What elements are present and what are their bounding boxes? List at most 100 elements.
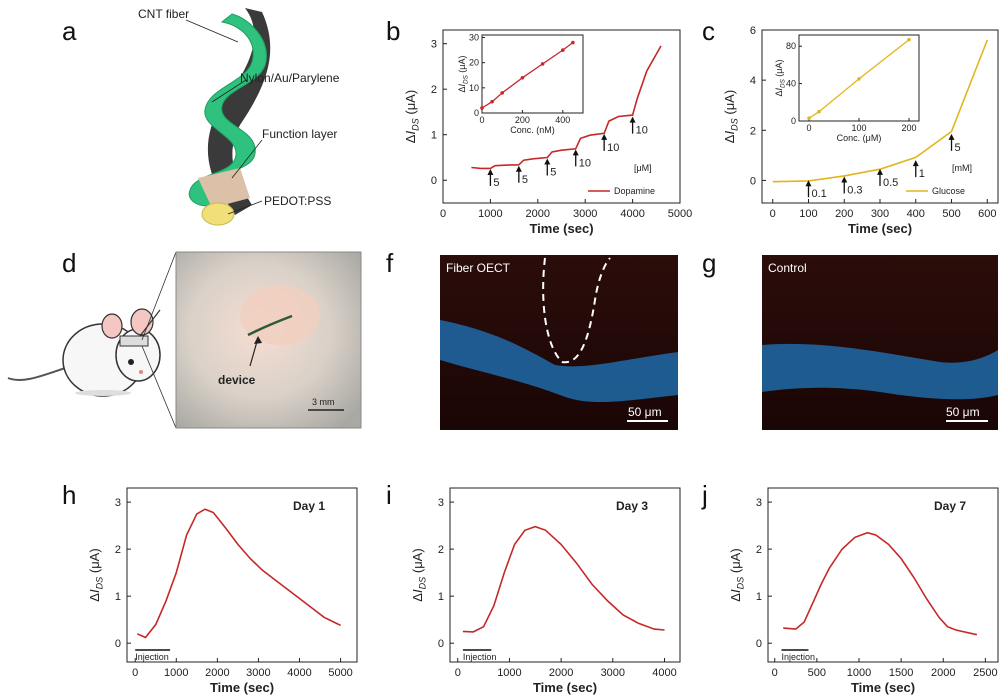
inset-data-point <box>500 91 505 95</box>
panel-letter-c: c <box>702 16 715 46</box>
x-tick-label: 5000 <box>668 208 692 220</box>
legend-label: Dopamine <box>614 186 655 196</box>
annotation-label: 5 <box>550 166 556 178</box>
callout-line-top <box>141 251 177 341</box>
callout-line-bottom <box>141 345 177 429</box>
x-tick-label: 0 <box>770 208 776 220</box>
annotation-label: 5 <box>522 174 528 186</box>
inset-data-point <box>490 99 494 104</box>
x-tick-label: 200 <box>835 208 853 220</box>
mouse-eye <box>128 359 134 365</box>
annotation-label: 1 <box>919 168 925 180</box>
mouse-illustration <box>7 251 177 429</box>
y-axis-title: ΔIDS (μA) <box>403 90 420 143</box>
panel-letter-b: b <box>386 16 400 46</box>
y-tick-label: 6 <box>750 25 756 37</box>
y-tick-label: 1 <box>115 591 121 603</box>
chart-title: Day 3 <box>616 499 648 513</box>
panel-letter-d: d <box>62 248 76 278</box>
annotation-arrowhead <box>805 180 812 187</box>
annotation-arrowhead <box>912 160 919 167</box>
inset-x-title: Conc. (nM) <box>510 125 555 135</box>
x-tick-label: 1000 <box>497 667 521 679</box>
annotation-arrowhead <box>841 176 848 183</box>
x-tick-label: 4000 <box>652 667 676 679</box>
inset-data-point <box>540 62 545 66</box>
surgery-photo: device 3 mm <box>175 251 362 429</box>
plot-frame <box>767 487 999 663</box>
panel-letter-f: f <box>386 248 394 278</box>
inset-x-tick-label: 0 <box>806 123 811 133</box>
inset-x-tick-label: 0 <box>479 115 484 125</box>
x-tick-label: 400 <box>907 208 925 220</box>
chart-title: Day 1 <box>293 499 325 513</box>
x-tick-label: 1500 <box>889 667 913 679</box>
inset-y-tick-label: 10 <box>469 83 479 93</box>
chart-i: 0 1000 2000 3000 4000 0 1 2 3 Time (sec) ΔIDS (μA)… <box>410 487 681 695</box>
inset-y-tick-label: 0 <box>474 108 479 118</box>
mouse-ear-right <box>130 308 154 336</box>
legend-unit: [mM] <box>952 163 972 173</box>
x-tick-label: 3000 <box>573 208 597 220</box>
x-tick-label: 3000 <box>601 667 625 679</box>
label-nylon-au-parylene: Nylon/Au/Parylene <box>240 71 340 85</box>
x-tick-label: 4000 <box>620 208 644 220</box>
inset-data-point <box>480 106 484 110</box>
injection-label: Injection <box>781 652 815 662</box>
fiber-illustration: CNT fiber Nylon/Au/Parylene Function lay… <box>138 7 340 226</box>
x-tick-label: 300 <box>871 208 889 220</box>
scale-label-e: 3 mm <box>312 397 335 407</box>
inset-y-tick-label: 80 <box>786 41 796 51</box>
y-tick-label: 1 <box>756 591 762 603</box>
inset-x-tick-label: 200 <box>515 115 530 125</box>
legend-label: Glucose <box>932 186 965 196</box>
plot-frame <box>449 487 681 663</box>
implant-wire <box>139 309 161 337</box>
fluorescence-image-f: Fiber OECT 50 μm <box>440 255 678 430</box>
x-tick-label: 1000 <box>164 667 188 679</box>
inset-y-tick-label: 40 <box>786 79 796 89</box>
plot-frame <box>126 487 358 663</box>
panel-letter-i: i <box>386 480 392 510</box>
y-tick-label: 3 <box>115 497 121 509</box>
mouse-ear-left <box>101 313 123 339</box>
x-tick-label: 2500 <box>973 667 997 679</box>
x-tick-label: 1000 <box>478 208 502 220</box>
x-tick-label: 2000 <box>526 208 550 220</box>
y-tick-label: 2 <box>431 84 437 96</box>
y-tick-label: 2 <box>438 544 444 556</box>
x-tick-label: 2000 <box>931 667 955 679</box>
label-control: Control <box>768 261 807 275</box>
exposed-skull <box>240 285 320 345</box>
y-tick-label: 2 <box>756 544 762 556</box>
inset-data-point <box>520 75 525 80</box>
mouse-nose <box>139 370 143 374</box>
x-tick-label: 3000 <box>246 667 270 679</box>
y-tick-label: 0 <box>431 175 437 187</box>
cell-layer-g <box>762 343 998 400</box>
x-tick-label: 2000 <box>549 667 573 679</box>
implant-headcap <box>119 335 149 347</box>
inset-data-point <box>907 37 911 42</box>
panel-letter-j: j <box>701 480 708 510</box>
annotation-arrowhead <box>515 165 522 172</box>
x-tick-label: 500 <box>808 667 826 679</box>
inset-x-tick-label: 400 <box>555 115 570 125</box>
annotation-arrowhead <box>572 149 579 156</box>
x-tick-label: 0 <box>455 667 461 679</box>
annotation-arrowhead <box>544 158 551 165</box>
x-axis-title: Time (sec) <box>851 680 915 695</box>
y-tick-label: 2 <box>750 125 756 137</box>
inset-data-point <box>571 40 575 45</box>
panel-letter-h: h <box>62 480 76 510</box>
pointer-function <box>231 139 263 179</box>
device-label: device <box>218 373 256 387</box>
label-function-layer: Function layer <box>262 127 337 141</box>
y-tick-label: 1 <box>438 591 444 603</box>
inset-y-tick-label: 20 <box>469 58 479 68</box>
inset-fit-line <box>808 39 910 119</box>
mouse-feet <box>75 390 131 396</box>
fluorescence-bg-g <box>762 255 998 430</box>
